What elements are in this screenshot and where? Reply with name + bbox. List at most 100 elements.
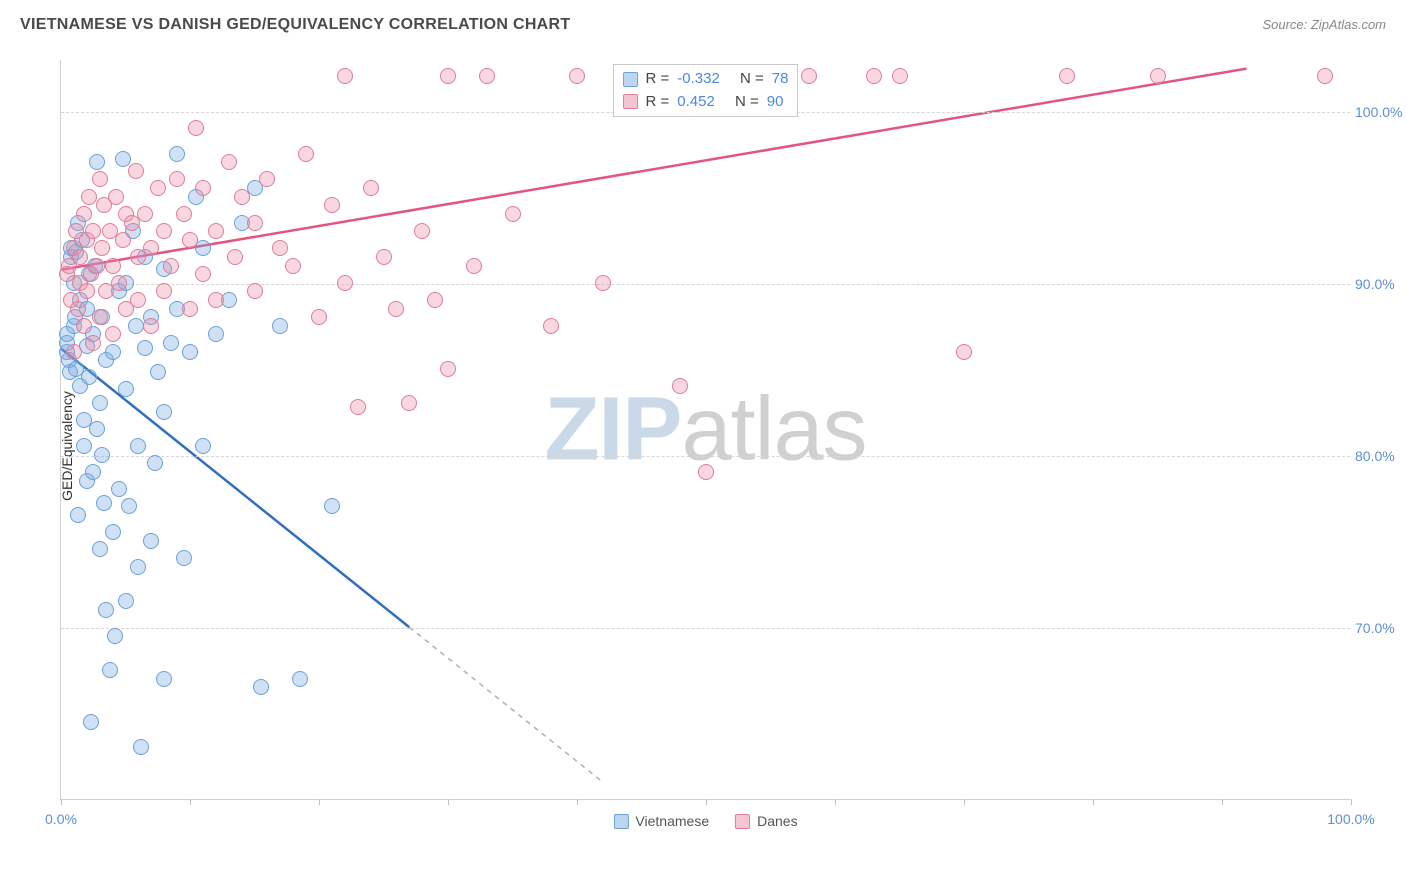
data-point — [156, 283, 172, 299]
swatch-vietnamese-icon — [613, 814, 628, 829]
data-point — [163, 335, 179, 351]
data-point — [130, 559, 146, 575]
data-point — [350, 399, 366, 415]
r-label: R = — [646, 91, 670, 114]
data-point — [70, 301, 86, 317]
n-value-2: 90 — [767, 91, 784, 114]
data-point — [376, 249, 392, 265]
watermark-zip: ZIP — [544, 379, 681, 479]
data-point — [208, 223, 224, 239]
data-point — [440, 68, 456, 84]
data-point — [182, 301, 198, 317]
data-point — [1317, 68, 1333, 84]
data-point — [92, 309, 108, 325]
data-point — [466, 258, 482, 274]
data-point — [70, 507, 86, 523]
data-point — [72, 249, 88, 265]
data-point — [866, 68, 882, 84]
r-value-1: -0.332 — [677, 68, 720, 91]
data-point — [247, 283, 263, 299]
data-point — [111, 275, 127, 291]
plot-area: ZIPatlas R = -0.332 N = 78 R = 0.452 N =… — [60, 60, 1350, 800]
n-label: N = — [735, 91, 759, 114]
x-tick — [61, 799, 62, 805]
data-point — [176, 206, 192, 222]
data-point — [98, 602, 114, 618]
data-point — [133, 739, 149, 755]
y-tick-label: 80.0% — [1355, 448, 1406, 464]
data-point — [108, 189, 124, 205]
data-point — [156, 223, 172, 239]
correlation-legend: R = -0.332 N = 78 R = 0.452 N = 90 — [613, 64, 799, 117]
data-point — [363, 180, 379, 196]
data-point — [118, 381, 134, 397]
r-value-2: 0.452 — [677, 91, 715, 114]
n-value-1: 78 — [772, 68, 789, 91]
data-point — [324, 197, 340, 213]
data-point — [401, 395, 417, 411]
data-point — [298, 146, 314, 162]
data-point — [169, 146, 185, 162]
data-point — [85, 223, 101, 239]
data-point — [253, 679, 269, 695]
data-point — [105, 326, 121, 342]
data-point — [76, 438, 92, 454]
data-point — [156, 671, 172, 687]
data-point — [105, 524, 121, 540]
data-point — [115, 151, 131, 167]
data-point — [130, 438, 146, 454]
data-point — [188, 120, 204, 136]
data-point — [182, 344, 198, 360]
data-point — [956, 344, 972, 360]
y-tick-label: 70.0% — [1355, 620, 1406, 636]
data-point — [272, 240, 288, 256]
data-point — [195, 180, 211, 196]
data-point — [102, 662, 118, 678]
data-point — [414, 223, 430, 239]
x-tick — [319, 799, 320, 805]
chart-title: VIETNAMESE VS DANISH GED/EQUIVALENCY COR… — [20, 16, 570, 34]
x-tick — [190, 799, 191, 805]
data-point — [121, 498, 137, 514]
swatch-vietnamese-icon — [623, 72, 638, 87]
data-point — [115, 232, 131, 248]
data-point — [388, 301, 404, 317]
data-point — [150, 364, 166, 380]
data-point — [272, 318, 288, 334]
data-point — [227, 249, 243, 265]
data-point — [79, 283, 95, 299]
data-point — [150, 180, 166, 196]
data-point — [208, 326, 224, 342]
data-point — [66, 344, 82, 360]
data-point — [89, 421, 105, 437]
data-point — [1059, 68, 1075, 84]
x-tick — [1222, 799, 1223, 805]
data-point — [337, 68, 353, 84]
gridline — [61, 628, 1350, 629]
data-point — [85, 464, 101, 480]
data-point — [137, 340, 153, 356]
x-tick — [964, 799, 965, 805]
gridline — [61, 456, 1350, 457]
data-point — [96, 495, 112, 511]
n-label: N = — [740, 68, 764, 91]
data-point — [143, 318, 159, 334]
data-point — [337, 275, 353, 291]
data-point — [128, 163, 144, 179]
data-point — [311, 309, 327, 325]
data-point — [292, 671, 308, 687]
data-point — [92, 541, 108, 557]
x-tick-label-right: 100.0% — [1327, 811, 1374, 827]
data-point — [543, 318, 559, 334]
data-point — [440, 361, 456, 377]
data-point — [130, 292, 146, 308]
legend-label-vietnamese: Vietnamese — [635, 813, 709, 829]
data-point — [81, 369, 97, 385]
data-point — [137, 206, 153, 222]
swatch-danes-icon — [735, 814, 750, 829]
title-bar: VIETNAMESE VS DANISH GED/EQUIVALENCY COR… — [20, 16, 1386, 34]
data-point — [143, 240, 159, 256]
data-point — [234, 189, 250, 205]
data-point — [247, 215, 263, 231]
data-point — [107, 628, 123, 644]
